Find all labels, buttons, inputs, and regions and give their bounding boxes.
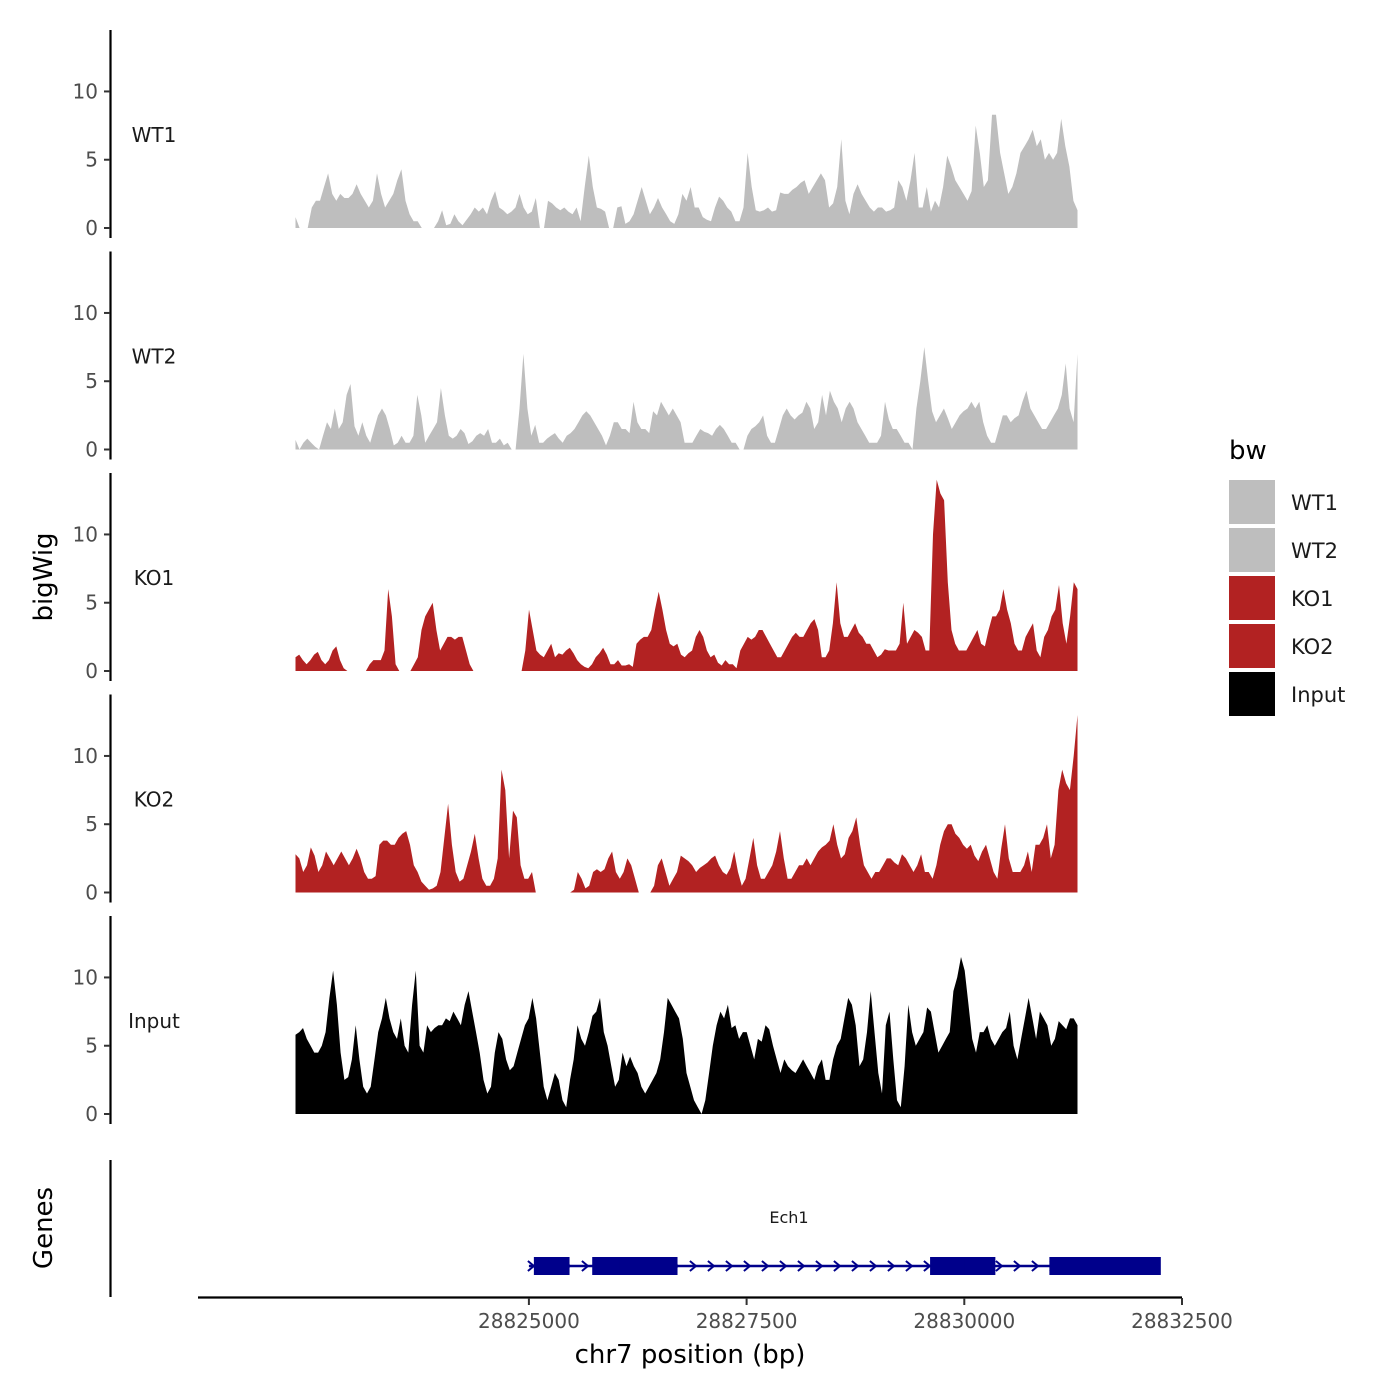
legend-title: bw <box>1229 436 1267 466</box>
strand-arrow <box>851 1260 860 1272</box>
track-label: KO1 <box>134 566 175 590</box>
y-tick-label: 5 <box>85 812 98 836</box>
legend-label: Input <box>1291 683 1345 707</box>
strand-arrow <box>1013 1260 1022 1272</box>
track-label: WT1 <box>132 123 177 147</box>
strand-arrow <box>725 1260 734 1272</box>
strand-arrow <box>761 1260 770 1272</box>
y-tick-label: 10 <box>73 522 98 546</box>
y-axis-title: bigWig <box>29 532 59 621</box>
legend-swatch <box>1229 528 1275 572</box>
exon-block <box>1049 1257 1127 1275</box>
track-wt1: 0 5 10 WT1 <box>73 30 1078 240</box>
strand-arrow <box>995 1260 1004 1272</box>
strand-arrow <box>1031 1260 1040 1272</box>
x-tick-label: 28832500 <box>1131 1309 1233 1333</box>
track-input: 0 5 10 Input <box>73 916 1078 1126</box>
track-ko2: 0 5 10 KO2 <box>73 694 1078 905</box>
legend-swatch <box>1229 576 1275 620</box>
y-tick-label: 5 <box>85 148 98 172</box>
strand-arrow <box>689 1260 698 1272</box>
strand-arrow <box>869 1260 878 1272</box>
legend-label: KO1 <box>1291 587 1334 611</box>
exon-block <box>533 1257 570 1275</box>
track-ko1: 0 5 10 KO1 <box>73 473 1078 683</box>
legend-label: WT2 <box>1291 539 1338 563</box>
y-tick-label: 0 <box>85 881 98 905</box>
coverage-area <box>295 957 1078 1114</box>
strand-arrow <box>833 1260 842 1272</box>
x-axis: 28825000 28827500 28830000 28832500 <box>198 1296 1233 1333</box>
y-tick-label: 10 <box>73 965 98 989</box>
legend-swatch <box>1229 624 1275 668</box>
legend-swatch <box>1229 672 1275 716</box>
exon-block <box>1118 1257 1161 1275</box>
strand-arrow <box>887 1260 896 1272</box>
y-tick-label: 0 <box>85 216 98 240</box>
bigwig-tracks: 0 5 10 WT1 0 5 10 WT2 0 5 10 KO1 0 5 10 KO2 0 5 10 Input <box>73 30 1078 1126</box>
x-axis-title: chr7 position (bp) <box>575 1340 806 1370</box>
x-tick-label: 28825000 <box>478 1309 580 1333</box>
legend: bw WT1 WT2 KO1 KO2 Input <box>1229 436 1345 716</box>
coverage-area <box>295 715 1078 893</box>
legend-label: WT1 <box>1291 491 1338 515</box>
x-tick-label: 28830000 <box>913 1309 1015 1333</box>
strand-arrow <box>707 1260 716 1272</box>
gene-name-label: Ech1 <box>769 1208 808 1227</box>
strand-arrow <box>743 1260 752 1272</box>
track-label: WT2 <box>132 345 177 369</box>
y-tick-label: 10 <box>73 744 98 768</box>
strand-arrow <box>923 1260 932 1272</box>
strand-arrow <box>797 1260 806 1272</box>
y-tick-label: 10 <box>73 79 98 103</box>
y-tick-label: 0 <box>85 438 98 462</box>
exon-block <box>964 1257 996 1275</box>
coverage-area <box>295 479 1078 671</box>
strand-arrow <box>905 1260 914 1272</box>
track-label: KO2 <box>134 788 175 812</box>
coverage-area <box>295 347 1078 450</box>
y-tick-label: 5 <box>85 1034 98 1058</box>
y-tick-label: 5 <box>85 369 98 393</box>
strand-arrow <box>581 1260 590 1272</box>
y-tick-label: 0 <box>85 1102 98 1126</box>
legend-label: KO2 <box>1291 635 1334 659</box>
gene-track: Ech1 <box>109 1160 1161 1297</box>
exon-block <box>619 1257 678 1275</box>
legend-swatch <box>1229 480 1275 524</box>
strand-arrow <box>815 1260 824 1272</box>
y-tick-label: 0 <box>85 659 98 683</box>
genes-axis-title: Genes <box>29 1187 59 1269</box>
y-tick-label: 10 <box>73 301 98 325</box>
track-label: Input <box>128 1009 180 1033</box>
coverage-area <box>295 114 1078 228</box>
y-tick-label: 5 <box>85 591 98 615</box>
x-tick-label: 28827500 <box>696 1309 798 1333</box>
strand-arrow <box>779 1260 788 1272</box>
track-wt2: 0 5 10 WT2 <box>73 251 1078 462</box>
